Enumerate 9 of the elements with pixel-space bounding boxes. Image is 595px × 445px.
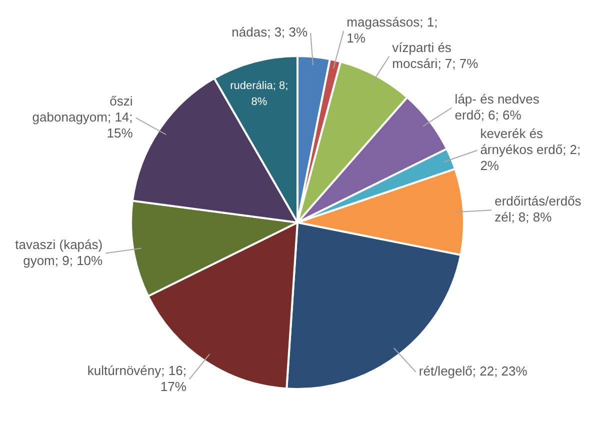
slice-label: kultúrnövény; 16; 17%: [87, 362, 187, 394]
slice-label: rét/legelő; 22; 23%: [418, 364, 528, 379]
slice-label: keverék és árnyékos erdő; 2; 2%: [480, 126, 581, 173]
slice-label: tavaszi (kapás) gyom; 9; 10%: [15, 236, 104, 268]
slice-label: ruderália; 8; 8%: [230, 80, 288, 108]
slice-label: vízparti és mocsári; 7; 7%: [392, 40, 479, 71]
slice-label: erdőirtás/erdős zél; 8; 8%: [494, 194, 582, 225]
slice-label: nádas; 3; 3%: [232, 24, 308, 40]
slice-label: őszi gabonagyom; 14; 15%: [32, 93, 134, 140]
